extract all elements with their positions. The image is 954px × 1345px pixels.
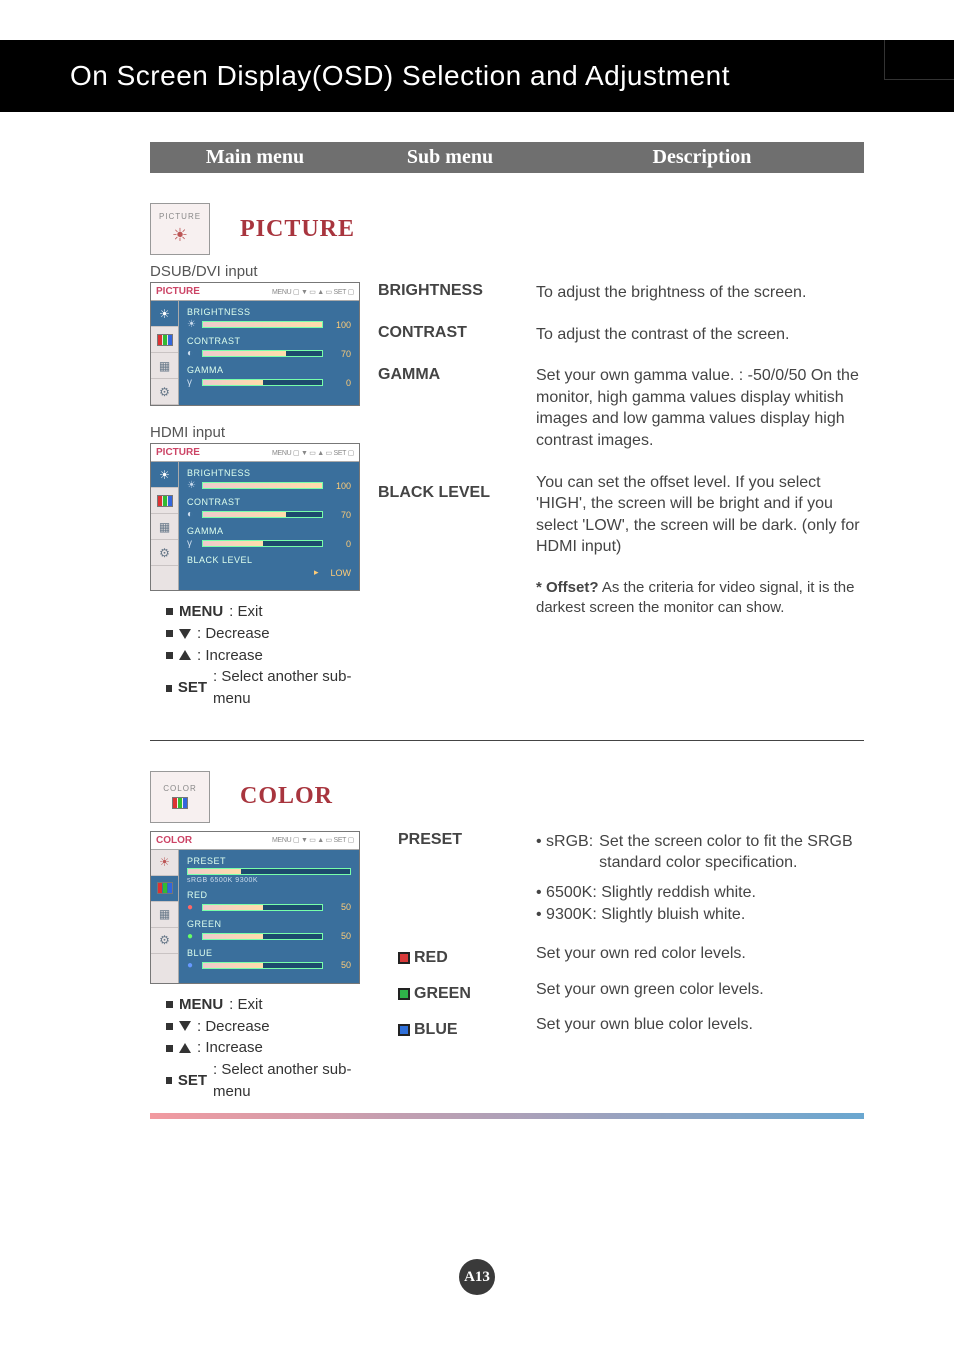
header-sub: Sub menu xyxy=(360,146,540,169)
desc-red: Set your own red color levels. xyxy=(536,943,864,965)
osd-hdmi-screenshot: PICTURE MENU ▢ ▼ ▭ ▲ ▭ SET ▢ ☀ ▦ ⚙ BRIGH… xyxy=(150,443,360,591)
osd-title: PICTURE xyxy=(156,286,200,297)
color-legend: MENU : Exit : Decrease : Increase SET : … xyxy=(166,994,360,1103)
tab-picture-icon: ☀ xyxy=(151,850,178,876)
submenu-red: RED xyxy=(398,949,518,967)
picture-icon-box: PICTURE ☀ xyxy=(150,203,210,255)
osd-side-tabs: ☀ ▦ ⚙ xyxy=(151,301,179,405)
color-icon-box: COLOR xyxy=(150,771,210,823)
section-divider xyxy=(150,740,864,741)
tab-tracking-icon: ▦ xyxy=(151,902,178,928)
page-title: On Screen Display(OSD) Selection and Adj… xyxy=(0,40,954,112)
tab-color-icon xyxy=(151,327,178,353)
osd-color-screenshot: COLOR MENU ▢ ▼ ▭ ▲ ▭ SET ▢ ☀ ▦ ⚙ PRESET xyxy=(150,831,360,984)
osd-dsub-screenshot: PICTURE MENU ▢ ▼ ▭ ▲ ▭ SET ▢ ☀ ▦ ⚙ BRIGH… xyxy=(150,282,360,406)
sun-icon: ☀ xyxy=(172,225,188,246)
desc-black-level: You can set the offset level. If you sel… xyxy=(536,472,864,558)
desc-preset: • sRGB: Set the screen color to fit the … xyxy=(536,831,864,874)
desc-gamma: Set your own gamma value. : -50/0/50 On … xyxy=(536,365,864,451)
submenu-green: GREEN xyxy=(398,985,518,1003)
picture-legend: MENU : Exit : Decrease : Increase SET : … xyxy=(166,601,360,710)
desc-offset: * Offset? As the criteria for video sign… xyxy=(536,578,864,619)
desc-brightness: To adjust the brightness of the screen. xyxy=(536,282,864,304)
picture-icon-label: PICTURE xyxy=(159,212,201,221)
corner-mark xyxy=(884,40,954,80)
dsub-input-label: DSUB/DVI input xyxy=(150,263,864,280)
green-swatch-icon xyxy=(398,988,410,1000)
desc-6500k: • 6500K: Slightly reddish white. xyxy=(536,882,864,904)
desc-blue: Set your own blue color levels. xyxy=(536,1014,864,1036)
desc-contrast: To adjust the contrast of the screen. xyxy=(536,324,864,346)
hdmi-input-label: HDMI input xyxy=(150,424,360,441)
red-swatch-icon xyxy=(398,952,410,964)
triangle-down-icon xyxy=(179,629,191,639)
blue-swatch-icon xyxy=(398,1024,410,1036)
submenu-brightness: BRIGHTNESS xyxy=(378,282,518,300)
osd-controls: MENU ▢ ▼ ▭ ▲ ▭ SET ▢ xyxy=(272,288,354,296)
color-icon-label: COLOR xyxy=(163,784,196,793)
submenu-black-level: BLACK LEVEL xyxy=(378,484,518,502)
picture-section-header: PICTURE ☀ PICTURE xyxy=(150,203,864,255)
submenu-preset: PRESET xyxy=(398,831,518,849)
tab-picture-icon: ☀ xyxy=(151,462,178,488)
header-desc: Description xyxy=(540,146,864,169)
triangle-up-icon xyxy=(179,650,191,660)
tab-setup-icon: ⚙ xyxy=(151,540,178,566)
tab-setup-icon: ⚙ xyxy=(151,379,178,405)
rgb-icon xyxy=(172,797,188,809)
header-main: Main menu xyxy=(150,146,360,169)
footer-gradient-rule xyxy=(150,1113,864,1119)
desc-9300k: • 9300K: Slightly bluish white. xyxy=(536,904,864,926)
triangle-up-icon xyxy=(179,1043,191,1053)
column-header-row: Main menu Sub menu Description xyxy=(150,142,864,173)
tab-tracking-icon: ▦ xyxy=(151,353,178,379)
submenu-blue: BLUE xyxy=(398,1021,518,1039)
tab-color-icon xyxy=(151,488,178,514)
triangle-down-icon xyxy=(179,1021,191,1031)
submenu-contrast: CONTRAST xyxy=(378,324,518,342)
color-section-title: COLOR xyxy=(240,783,333,810)
tab-setup-icon: ⚙ xyxy=(151,928,178,954)
color-section-header: COLOR COLOR xyxy=(150,771,864,823)
picture-section-title: PICTURE xyxy=(240,216,355,243)
desc-green: Set your own green color levels. xyxy=(536,979,864,1001)
page-number-badge: A13 xyxy=(459,1259,495,1295)
tab-picture-icon: ☀ xyxy=(151,301,178,327)
tab-tracking-icon: ▦ xyxy=(151,514,178,540)
submenu-gamma: GAMMA xyxy=(378,366,518,384)
tab-color-icon xyxy=(151,876,178,902)
